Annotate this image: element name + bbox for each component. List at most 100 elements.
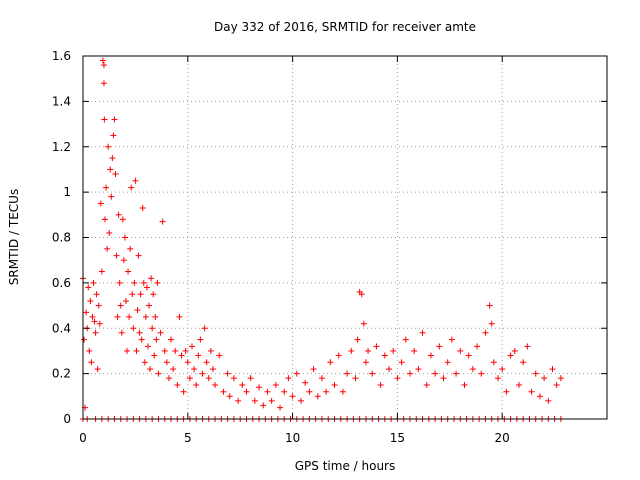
data-point — [440, 375, 447, 382]
data-point — [318, 375, 325, 382]
data-point — [358, 291, 365, 298]
data-point — [102, 216, 109, 223]
data-point — [182, 347, 189, 354]
data-point — [354, 336, 361, 343]
data-point — [111, 116, 118, 123]
data-point — [348, 347, 355, 354]
data-point — [106, 229, 113, 236]
data-point — [197, 336, 204, 343]
data-point — [406, 370, 413, 377]
data-point — [87, 298, 94, 305]
data-point — [377, 381, 384, 388]
data-point — [335, 352, 342, 359]
y-axis-label: SRMTID / TECUs — [7, 189, 21, 285]
data-point — [220, 388, 227, 395]
data-point — [191, 366, 198, 373]
data-point — [344, 370, 351, 377]
data-point — [101, 116, 108, 123]
data-point — [176, 313, 183, 320]
data-point — [386, 366, 393, 373]
data-point — [126, 313, 133, 320]
data-point — [503, 388, 510, 395]
data-point — [108, 193, 115, 200]
data-point — [136, 329, 143, 336]
data-point — [81, 336, 88, 343]
data-point — [545, 397, 552, 404]
data-point — [174, 381, 181, 388]
data-point — [302, 379, 309, 386]
data-point — [96, 320, 103, 327]
data-point — [180, 388, 187, 395]
data-point — [515, 381, 522, 388]
data-point — [132, 177, 139, 184]
data-point — [128, 184, 135, 191]
x-tick-label: 10 — [285, 431, 300, 445]
data-point — [199, 370, 206, 377]
data-point — [100, 80, 107, 87]
data-point — [289, 393, 296, 400]
data-point — [230, 375, 237, 382]
data-point — [100, 62, 107, 69]
data-point — [239, 381, 246, 388]
data-point — [141, 359, 148, 366]
data-point — [124, 347, 131, 354]
data-point — [161, 347, 168, 354]
data-point — [331, 381, 338, 388]
x-axis-label: GPS time / hours — [295, 459, 396, 473]
plot-frame — [82, 55, 608, 420]
data-point — [226, 393, 233, 400]
data-point — [362, 359, 369, 366]
data-point — [103, 184, 110, 191]
data-point — [115, 211, 122, 218]
y-tick-label: 1.4 — [52, 94, 71, 108]
y-tick-label: 0 — [63, 412, 71, 426]
data-point — [153, 336, 160, 343]
data-point — [216, 352, 223, 359]
data-point — [114, 313, 121, 320]
data-point — [133, 347, 140, 354]
data-point — [148, 275, 155, 282]
data-point — [150, 291, 157, 298]
data-point — [134, 307, 141, 314]
data-point — [415, 366, 422, 373]
data-point — [155, 370, 162, 377]
x-tick-label: 20 — [495, 431, 510, 445]
data-point — [285, 375, 292, 382]
data-point — [402, 336, 409, 343]
data-point — [116, 279, 123, 286]
data-point — [121, 234, 128, 241]
data-point — [93, 291, 100, 298]
data-point — [553, 381, 560, 388]
data-point — [541, 375, 548, 382]
data-point — [224, 370, 231, 377]
x-tick-labels: 0 5 10 15 20 — [79, 431, 510, 445]
x-tick-label: 5 — [184, 431, 192, 445]
data-point — [448, 336, 455, 343]
data-point — [138, 336, 145, 343]
data-point — [110, 132, 117, 139]
data-point — [154, 279, 161, 286]
data-point — [120, 257, 127, 264]
data-point — [352, 375, 359, 382]
data-point — [478, 370, 485, 377]
data-point — [130, 325, 137, 332]
data-point — [168, 336, 175, 343]
data-point — [131, 279, 138, 286]
data-point — [457, 347, 464, 354]
data-point — [151, 352, 158, 359]
data-point — [398, 359, 405, 366]
data-point — [482, 329, 489, 336]
data-point — [511, 347, 518, 354]
data-point — [139, 205, 146, 212]
data-point — [507, 352, 514, 359]
data-point — [281, 388, 288, 395]
data-point — [135, 252, 142, 259]
data-point — [212, 381, 219, 388]
data-point — [469, 366, 476, 373]
y-tick-label: 1.2 — [52, 140, 71, 154]
data-point — [94, 366, 101, 373]
data-point — [235, 397, 242, 404]
data-point — [163, 359, 170, 366]
data-point — [297, 397, 304, 404]
